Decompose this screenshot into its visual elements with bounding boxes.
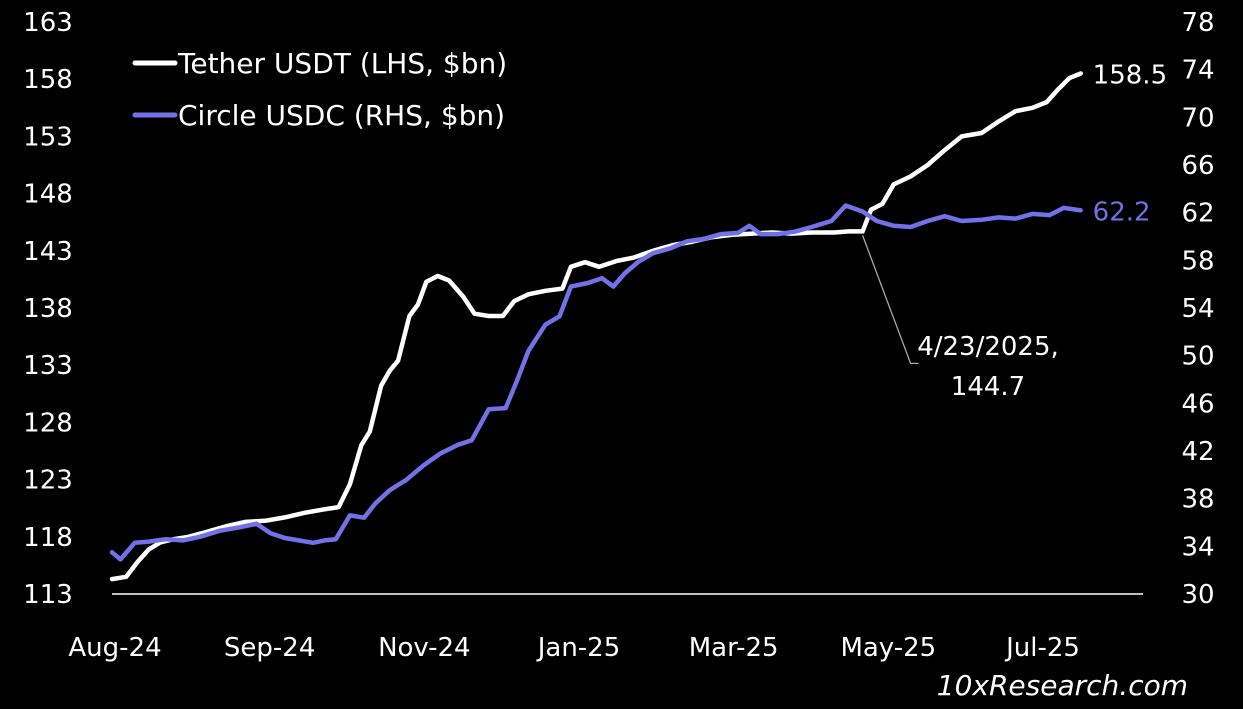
left-axis-ticks: 163 158 153 148 143 138 133 128 123 118 113	[23, 8, 73, 610]
x-tick-label: Aug-24	[68, 633, 161, 663]
legend-label: Circle USDC (RHS, $bn)	[178, 99, 505, 132]
right-tick-label: 78	[1181, 8, 1214, 38]
right-tick-label: 30	[1181, 580, 1214, 610]
annotation: 4/23/2025, 144.7	[861, 235, 1059, 402]
right-tick-label: 38	[1181, 485, 1214, 515]
legend: Tether USDT (LHS, $bn) Circle USDC (RHS, …	[132, 47, 507, 132]
right-tick-label: 74	[1181, 56, 1214, 86]
left-tick-label: 123	[23, 466, 73, 496]
legend-label: Tether USDT (LHS, $bn)	[177, 47, 507, 80]
x-axis-ticks: Aug-24 Sep-24 Nov-24 Jan-25 Mar-25 May-25 Jul-…	[68, 633, 1080, 663]
left-tick-label: 158	[23, 65, 73, 95]
right-axis-ticks: 78 74 70 66 62 58 54 50 46 42 38 34 30	[1181, 8, 1214, 610]
left-tick-label: 133	[23, 351, 73, 381]
watermark-text: 10xResearch.com	[937, 669, 1188, 702]
x-tick-label: Nov-24	[378, 633, 471, 663]
right-tick-label: 62	[1181, 199, 1214, 229]
x-tick-label: May-25	[840, 633, 936, 663]
series-lines	[109, 71, 1083, 582]
x-tick-label: Mar-25	[689, 633, 779, 663]
left-tick-label: 128	[23, 408, 73, 438]
annotation-text-line: 4/23/2025,	[917, 332, 1059, 362]
left-tick-label: 138	[23, 294, 73, 324]
x-tick-label: Sep-24	[224, 633, 315, 663]
left-tick-label: 118	[23, 523, 73, 553]
right-tick-label: 50	[1181, 342, 1214, 372]
right-tick-label: 58	[1181, 246, 1214, 276]
end-labels: 158.5 62.2	[1093, 60, 1167, 227]
right-tick-label: 66	[1181, 151, 1214, 181]
right-tick-label: 46	[1181, 389, 1214, 419]
circle-usdc-line	[109, 203, 1083, 562]
right-tick-label: 70	[1181, 103, 1214, 133]
x-tick-label: Jul-25	[1004, 633, 1080, 663]
right-tick-label: 34	[1181, 532, 1214, 562]
left-tick-label: 163	[23, 8, 73, 38]
left-tick-label: 143	[23, 237, 73, 267]
left-tick-label: 153	[23, 122, 73, 152]
left-tick-label: 113	[23, 580, 73, 610]
right-tick-label: 42	[1181, 437, 1214, 467]
x-tick-label: Jan-25	[536, 633, 621, 663]
annotation-text: 4/23/2025, 144.7	[917, 332, 1059, 402]
usdc-end-label: 62.2	[1093, 197, 1151, 227]
tether-end-label: 158.5	[1093, 60, 1167, 90]
tether-usdt-line	[109, 71, 1083, 582]
right-tick-label: 54	[1181, 294, 1214, 324]
annotation-leader-line	[861, 235, 919, 365]
annotation-text-line: 144.7	[951, 372, 1025, 402]
left-tick-label: 148	[23, 180, 73, 210]
